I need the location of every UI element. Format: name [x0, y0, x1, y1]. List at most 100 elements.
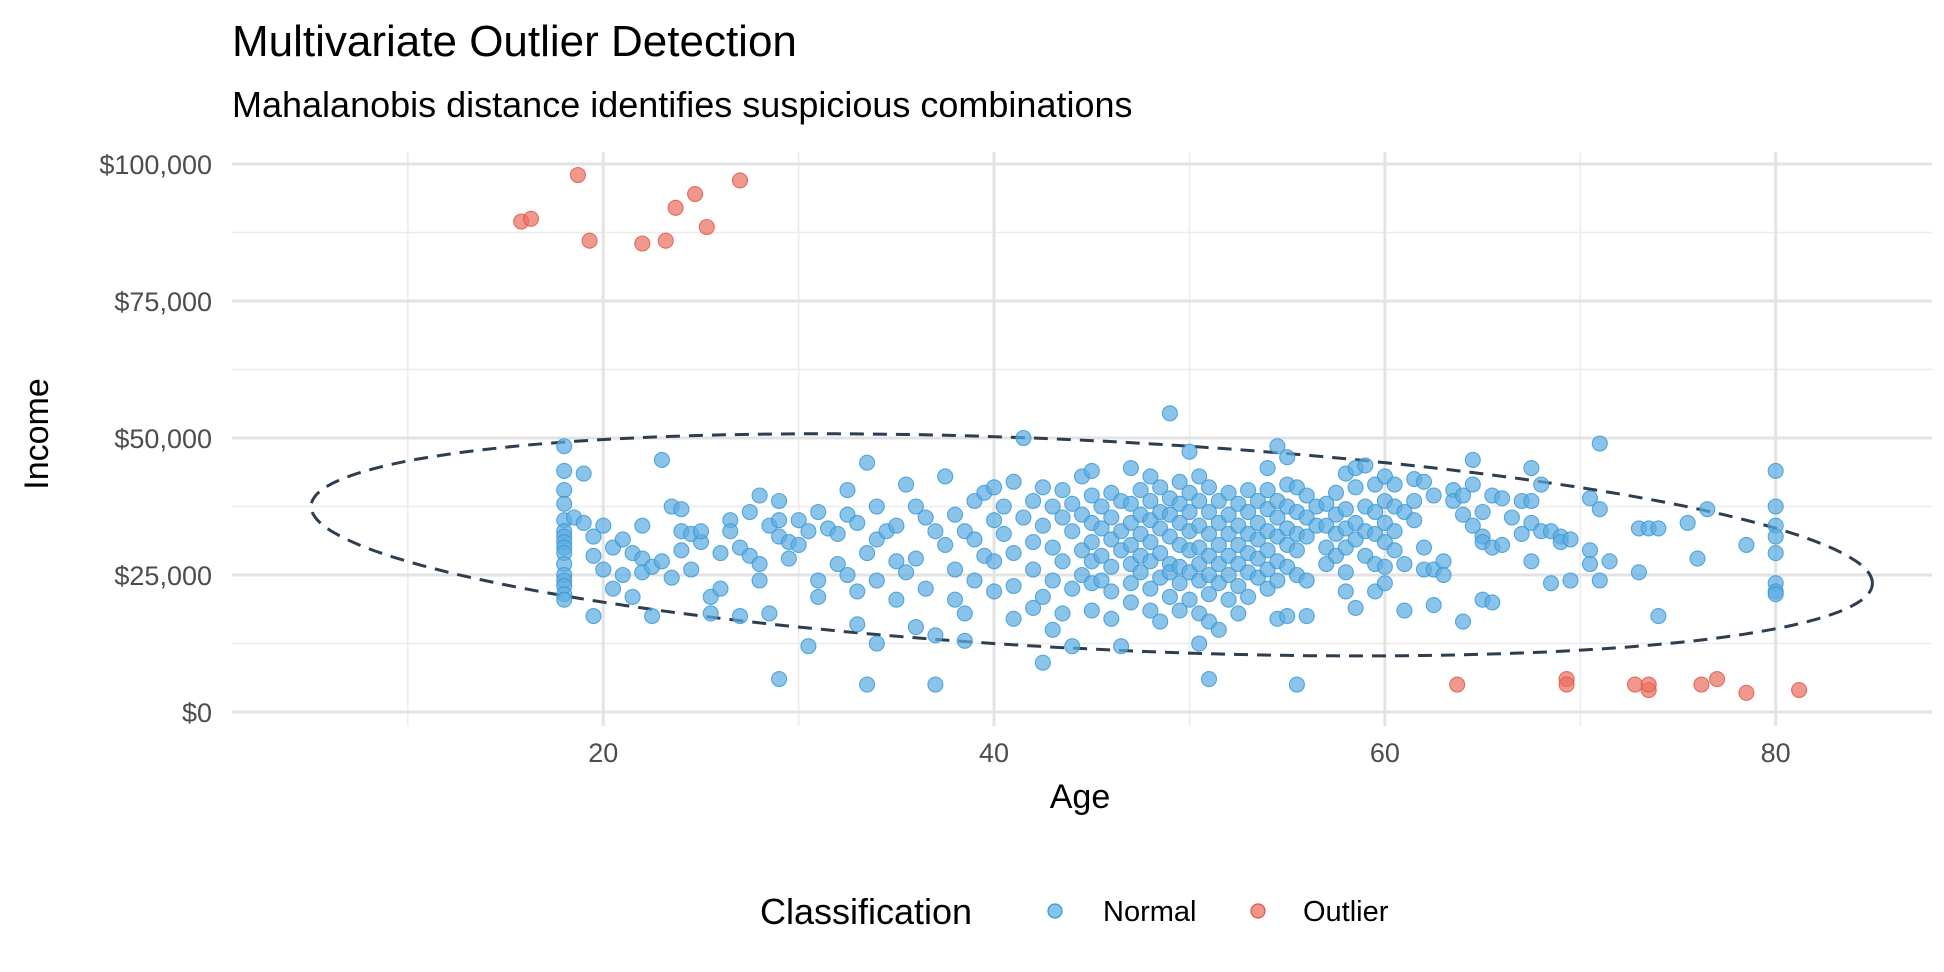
- outlier-point: [1640, 676, 1657, 693]
- normal-point: [604, 580, 622, 597]
- normal-point: [1181, 503, 1198, 521]
- normal-point: [1064, 495, 1081, 512]
- normal-point: [810, 588, 827, 605]
- outlier-point: [657, 232, 674, 249]
- normal-point: [731, 608, 749, 625]
- normal-point: [1327, 484, 1345, 501]
- normal-point: [1044, 498, 1061, 515]
- normal-point: [790, 512, 807, 529]
- normal-point: [1279, 449, 1296, 466]
- normal-point: [1152, 613, 1169, 630]
- x-tick-label: 80: [1761, 738, 1791, 768]
- x-axis-title: Age: [1050, 778, 1111, 816]
- normal-point: [1523, 553, 1540, 570]
- normal-point: [751, 572, 768, 589]
- normal-point: [907, 498, 924, 515]
- normal-point: [771, 512, 788, 529]
- outlier-point: [698, 218, 715, 236]
- normal-point: [1679, 514, 1696, 531]
- normal-point: [1025, 492, 1042, 510]
- normal-point: [1005, 473, 1022, 490]
- normal-point: [1630, 564, 1647, 581]
- normal-point: [1474, 503, 1491, 521]
- normal-point: [1093, 547, 1110, 564]
- normal-point: [839, 566, 856, 584]
- normal-point: [1503, 509, 1520, 526]
- normal-point: [1220, 484, 1237, 501]
- outlier-point: [1449, 676, 1466, 693]
- normal-point: [1494, 536, 1511, 553]
- normal-point: [1034, 479, 1051, 496]
- normal-point: [1269, 509, 1286, 526]
- normal-point: [1259, 482, 1276, 499]
- normal-point: [1767, 586, 1784, 603]
- normal-point: [1142, 602, 1159, 619]
- normal-point: [1044, 539, 1061, 556]
- normal-point: [1200, 503, 1218, 521]
- normal-point: [1034, 517, 1051, 534]
- normal-point: [1318, 495, 1335, 512]
- normal-point: [1210, 536, 1227, 553]
- normal-point: [800, 523, 817, 540]
- normal-point: [1025, 534, 1042, 551]
- y-tick-label: $50,000: [114, 424, 212, 454]
- normal-point: [1064, 580, 1081, 597]
- y-axis-title: Income: [18, 378, 56, 490]
- normal-point: [1406, 512, 1423, 529]
- normal-point: [1220, 566, 1237, 584]
- normal-point: [1591, 572, 1608, 589]
- y-tick-label: $100,000: [99, 150, 212, 180]
- normal-point: [1425, 597, 1442, 614]
- y-tick-label: $75,000: [114, 287, 212, 317]
- legend: Classification Normal Outlier: [760, 891, 1389, 932]
- normal-point: [1230, 577, 1247, 595]
- normal-point: [898, 476, 915, 493]
- normal-point: [1015, 429, 1032, 447]
- normal-point: [810, 572, 827, 589]
- normal-point: [907, 550, 924, 567]
- normal-point: [927, 627, 944, 644]
- normal-point: [771, 492, 788, 510]
- normal-point: [868, 572, 885, 589]
- normal-point: [556, 482, 573, 499]
- normal-point: [1181, 591, 1198, 608]
- normal-point: [1220, 506, 1237, 523]
- normal-point: [644, 608, 661, 625]
- normal-point: [1386, 542, 1403, 559]
- normal-point: [1347, 599, 1364, 616]
- normal-point: [1191, 492, 1208, 510]
- outlier-point: [1693, 676, 1710, 693]
- normal-point: [849, 583, 866, 600]
- normal-point: [1464, 451, 1481, 468]
- normal-point: [1054, 509, 1071, 526]
- normal-point: [995, 525, 1012, 542]
- x-axis-ticks: 20 40 60 80: [588, 738, 1790, 768]
- normal-point: [575, 465, 592, 482]
- normal-point: [1122, 594, 1139, 611]
- normal-point: [1601, 553, 1618, 570]
- normal-point: [1064, 638, 1081, 655]
- normal-point: [1240, 482, 1257, 499]
- normal-point: [839, 482, 856, 499]
- normal-point: [1269, 438, 1286, 455]
- normal-point: [556, 495, 573, 512]
- normal-point: [1161, 405, 1178, 422]
- normal-point: [1200, 671, 1218, 688]
- normal-point: [956, 632, 973, 649]
- normal-point: [673, 542, 690, 559]
- normal-point: [1396, 602, 1413, 619]
- normal-point: [1523, 492, 1540, 510]
- normal-point: [1005, 545, 1022, 562]
- normal-point: [1200, 479, 1218, 496]
- normal-point: [1269, 572, 1286, 589]
- normal-point: [829, 525, 846, 542]
- outlier-point: [1738, 684, 1755, 701]
- normal-point: [585, 528, 602, 545]
- legend-label-normal: Normal: [1103, 896, 1196, 928]
- normal-point: [1591, 501, 1608, 518]
- legend-title: Classification: [760, 891, 972, 932]
- normal-point: [741, 503, 758, 521]
- y-tick-label: $25,000: [114, 561, 212, 591]
- normal-point: [1376, 558, 1393, 575]
- normal-point: [712, 580, 729, 597]
